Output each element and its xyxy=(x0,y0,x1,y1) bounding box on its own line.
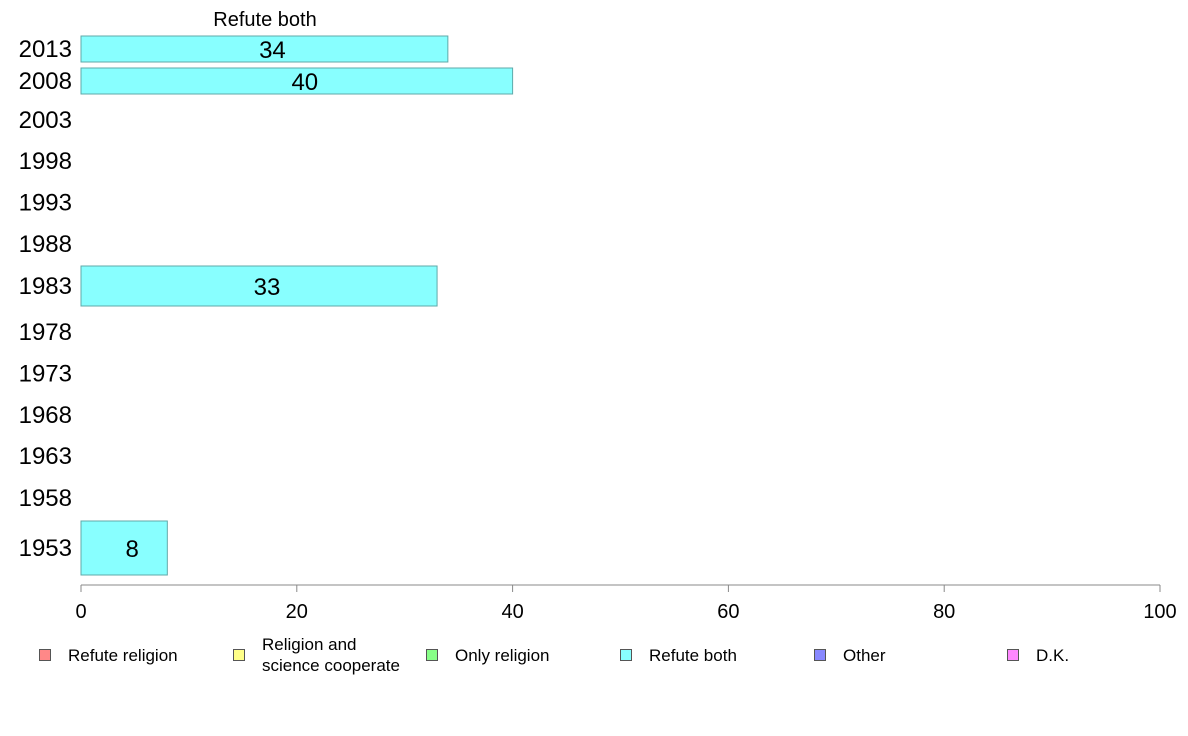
legend-item: Refute religion xyxy=(39,632,178,678)
legend-label: Other xyxy=(843,645,886,665)
y-tick-label-1963: 1963 xyxy=(19,443,72,470)
legend-label: Refute religion xyxy=(68,645,178,665)
y-tick-label-1973: 1973 xyxy=(19,361,72,388)
legend-label: Only religion xyxy=(455,645,550,665)
x-tick-label-0: 0 xyxy=(75,601,86,623)
legend-swatch xyxy=(1007,649,1019,661)
legend-label: Refute both xyxy=(649,645,737,665)
legend-item: Other xyxy=(814,632,886,678)
legend-label: Religion and science cooperate xyxy=(262,635,400,675)
legend-item: Refute both xyxy=(620,632,737,678)
y-tick-label-1958: 1958 xyxy=(19,485,72,512)
x-tick-label-20: 20 xyxy=(286,601,308,623)
y-tick-label-1968: 1968 xyxy=(19,402,72,429)
bar-1953 xyxy=(80,520,168,576)
legend: Refute religion Religion and science coop… xyxy=(0,632,1188,682)
legend-swatch xyxy=(426,649,438,661)
y-tick-label-2008: 2008 xyxy=(19,68,72,95)
y-tick-label-1988: 1988 xyxy=(19,231,72,258)
legend-label: D.K. xyxy=(1036,645,1070,665)
legend-item: Only religion xyxy=(426,632,550,678)
legend-swatch xyxy=(814,649,826,661)
bar-1983 xyxy=(80,265,438,307)
y-tick-label-1998: 1998 xyxy=(19,148,72,175)
y-axis-labels: 2013 2008 2003 1998 1993 1988 1983 1978 1973 1968… xyxy=(19,36,72,562)
y-tick-label-2003: 2003 xyxy=(19,107,72,134)
y-tick-label-1993: 1993 xyxy=(19,190,72,217)
bar-2013 xyxy=(80,35,449,63)
legend-item: Religion and science cooperate xyxy=(233,632,400,678)
data-label-1983: 33 xyxy=(254,274,281,301)
y-tick-label-1953: 1953 xyxy=(19,535,72,562)
x-tick-label-60: 60 xyxy=(717,601,739,623)
data-label-1953: 8 xyxy=(125,536,138,563)
y-tick-label-1983: 1983 xyxy=(19,273,72,300)
legend-swatch xyxy=(233,649,245,661)
y-tick-label-2013: 2013 xyxy=(19,36,72,63)
y-tick-label-1978: 1978 xyxy=(19,319,72,346)
legend-item: D.K. xyxy=(1007,632,1069,678)
x-axis: 0 20 40 60 80 100 xyxy=(75,584,1177,623)
x-tick-label-100: 100 xyxy=(1143,601,1176,623)
data-label-2013: 34 xyxy=(259,37,286,64)
x-tick-label-40: 40 xyxy=(501,601,523,623)
bar-2008 xyxy=(80,67,514,95)
legend-swatch xyxy=(620,649,632,661)
x-tick-label-80: 80 xyxy=(933,601,955,623)
data-label-2008: 40 xyxy=(291,69,318,96)
panel-title: Refute both xyxy=(213,9,316,31)
legend-swatch xyxy=(39,649,51,661)
